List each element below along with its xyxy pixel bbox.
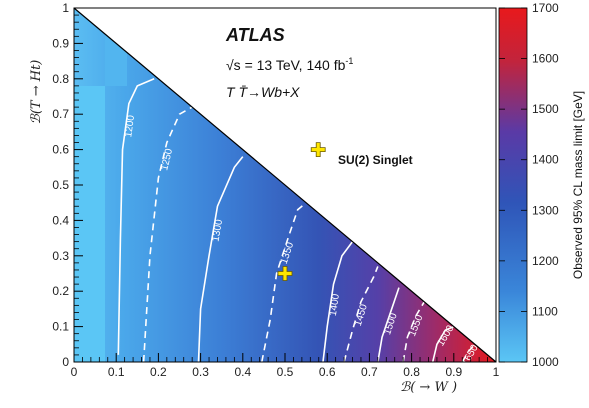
- y-tick-label: 0.4: [52, 213, 69, 227]
- colorbar-tick-label: 1300: [532, 203, 559, 217]
- contour-line-1250: [142, 106, 193, 362]
- contour-label-1400: 1400: [328, 293, 342, 317]
- contour-line-1350: [261, 202, 307, 362]
- benchmark-legend-marker: [310, 142, 326, 157]
- colorbar-tick-label: 1400: [532, 153, 559, 167]
- colorbar-gradient: [498, 7, 528, 363]
- x-tick-label: 0.5: [277, 365, 294, 379]
- colorbar: 1000 1100 1200 1300 1400 1500 1600 1700 Observe…: [498, 1, 585, 369]
- contour-line-1450: [343, 266, 379, 362]
- benchmark-legend-label: SU(2) Singlet: [338, 153, 413, 167]
- contour-line-1650: [461, 343, 476, 362]
- y-tick-label: 0.2: [52, 284, 69, 298]
- x-tick-label: 0.1: [108, 365, 125, 379]
- y-tick-label: 0.6: [52, 143, 69, 157]
- y-tick-label: 0.5: [52, 178, 69, 192]
- y-tick-label: 0.3: [52, 249, 69, 263]
- process-annotation: T T̄→Wb+X: [226, 84, 300, 100]
- x-tick-label: 0.7: [361, 365, 378, 379]
- x-tick-label: 1: [493, 365, 500, 379]
- colorbar-tick-label: 1100: [532, 304, 558, 318]
- y-tick-label: 0.8: [52, 72, 69, 86]
- x-tick-label: 0.6: [319, 365, 336, 379]
- x-axis-label: ℬ( → W ): [400, 380, 457, 395]
- contour-label-1300: 1300: [210, 218, 225, 242]
- benchmark-legend-marker-shape: [310, 142, 326, 157]
- benchmark-marker: [277, 266, 293, 281]
- x-tick-label: 0.9: [445, 365, 462, 379]
- energy-annotation: √s = 13 TeV, 140 fb-1: [226, 56, 353, 73]
- y-axis-label: ℬ(T → Ht): [29, 60, 44, 125]
- x-tick-label: 0.4: [234, 365, 251, 379]
- contour-line-1600: [431, 325, 455, 362]
- y-tick-label: 0.9: [52, 36, 69, 50]
- contour-label-1200: 1200: [123, 114, 137, 138]
- contour-line-1550: [402, 301, 425, 362]
- colorbar-tick-label: 1600: [532, 52, 559, 66]
- contour-line-1500: [377, 287, 400, 362]
- benchmark-marker-shape: [277, 266, 293, 281]
- colorbar-tick-label: 1000: [532, 355, 559, 369]
- benchmark-legend: SU(2) Singlet: [310, 142, 413, 167]
- colorbar-label: Observed 95% CL mass limit [GeV]: [571, 91, 585, 279]
- y-tick-label: 0: [62, 355, 69, 369]
- colorbar-tick-label: 1200: [532, 254, 559, 268]
- y-tick-label: 1: [62, 1, 69, 15]
- contour-line-1200: [117, 78, 155, 355]
- contour-line-1400: [322, 241, 354, 362]
- chart-title: ATLAS: [225, 25, 285, 45]
- colorbar-tick-label: 1700: [532, 1, 559, 15]
- x-tick-label: 0.3: [192, 365, 209, 379]
- contour-label-1250: 1250: [159, 147, 175, 172]
- energy-superscript: -1: [345, 56, 353, 66]
- contour-line-1300: [197, 156, 244, 362]
- diagonal-boundary: [73, 7, 497, 363]
- low-limit-strip: [74, 86, 105, 362]
- low-limit-strip-top: [105, 34, 127, 86]
- x-tick-label: 0: [71, 365, 78, 379]
- colorbar-tick-label: 1500: [532, 102, 559, 116]
- y-tick-label: 0.1: [52, 320, 69, 334]
- y-tick-label: 0.7: [52, 107, 69, 121]
- x-tick-label: 0.2: [150, 365, 167, 379]
- x-tick-label: 0.8: [403, 365, 420, 379]
